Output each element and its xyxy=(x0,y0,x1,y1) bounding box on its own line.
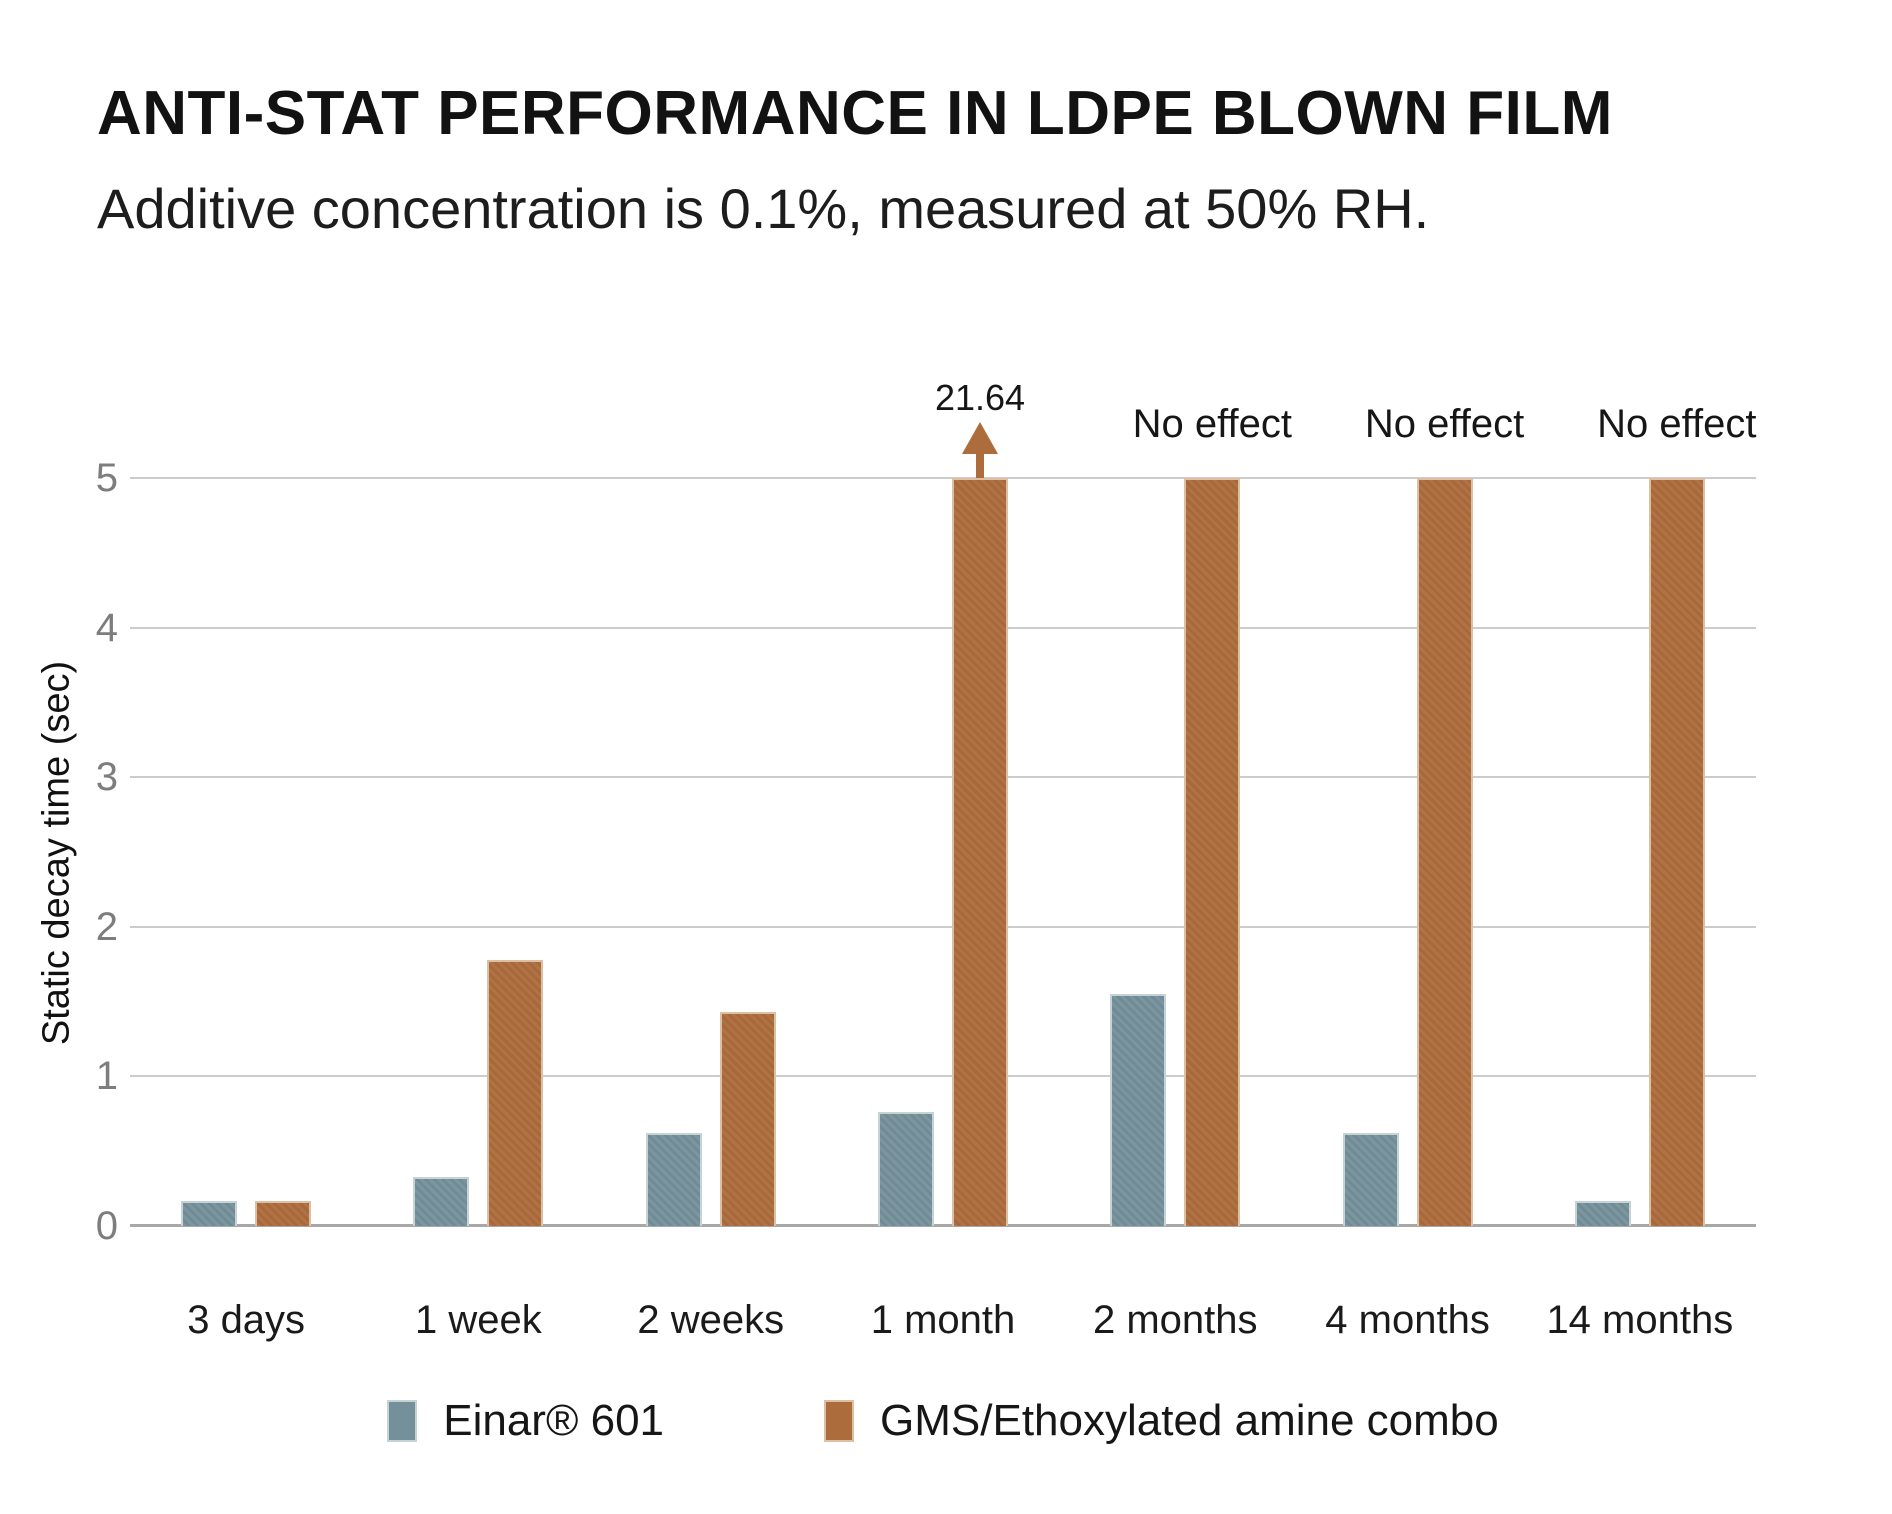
bar-einar-601 xyxy=(181,1200,238,1226)
y-tick-label: 4 xyxy=(95,605,118,650)
x-category-label: 2 weeks xyxy=(637,1298,785,1342)
bar-einar-601 xyxy=(1574,1200,1631,1226)
bar-groups: 21.64 No effect No effect No effect xyxy=(130,380,1757,1226)
bar-einar-601 xyxy=(1342,1133,1399,1226)
bar-einar-601 xyxy=(413,1176,470,1226)
bar-group xyxy=(595,478,827,1226)
no-effect-label: No effect xyxy=(1132,402,1292,446)
bar-group: No effect xyxy=(1291,404,1524,1226)
up-arrow-icon xyxy=(961,422,998,478)
bar-group xyxy=(130,478,362,1226)
bar-pair xyxy=(1110,478,1241,1226)
x-category-label: 4 months xyxy=(1325,1298,1490,1342)
bar-gms-ethoxylated-amine-combo xyxy=(1184,478,1241,1226)
legend-label: GMS/Ethoxylated amine combo xyxy=(880,1396,1499,1445)
bar-einar-601 xyxy=(1110,994,1167,1226)
gridline xyxy=(130,477,1756,479)
bar-gms-ethoxylated-amine-combo xyxy=(1416,478,1473,1226)
chart-legend: Einar® 601 GMS/Ethoxylated amine combo xyxy=(130,1396,1756,1446)
bar-group: 21.64 xyxy=(827,380,1059,1226)
gridline xyxy=(130,776,1756,779)
gridline xyxy=(130,1075,1756,1078)
gridline xyxy=(130,925,1756,928)
no-effect-label: No effect xyxy=(1364,402,1525,446)
bar-group: No effect xyxy=(1524,404,1757,1226)
y-tick-label: 2 xyxy=(95,904,118,949)
x-category-label: 1 month xyxy=(870,1298,1016,1342)
legend-item-gms-ethoxylated-amine-combo: GMS/Ethoxylated amine combo xyxy=(824,1396,1499,1446)
gridline xyxy=(130,626,1756,629)
no-effect-label: No effect xyxy=(1597,402,1757,446)
bar-gms-ethoxylated-amine-combo xyxy=(255,1200,312,1226)
bar-gms-ethoxylated-amine-combo xyxy=(951,478,1008,1226)
bar-einar-601 xyxy=(645,1133,702,1226)
bar-einar-601 xyxy=(877,1112,934,1226)
y-tick-label: 1 xyxy=(95,1054,118,1099)
arrow-stem xyxy=(975,450,984,478)
x-category-label: 2 months xyxy=(1093,1298,1258,1342)
legend-swatch-icon xyxy=(824,1400,855,1442)
bar-gms-ethoxylated-amine-combo xyxy=(1648,478,1705,1226)
bar-gms-ethoxylated-amine-combo xyxy=(487,959,544,1226)
chart-title: ANTI-STAT PERFORMANCE IN LDPE BLOWN FILM xyxy=(97,79,1613,148)
plot-area: 0 1 2 3 4 5 21.64 No effect No effect No effect xyxy=(96,380,1757,1247)
y-tick-label: 5 xyxy=(95,456,118,500)
bar-pair xyxy=(645,478,776,1226)
overflow-value-label: 21.64 xyxy=(934,377,1026,418)
legend-item-einar-601: Einar® 601 xyxy=(387,1396,664,1446)
bar-group: No effect xyxy=(1059,404,1292,1226)
chart-subtitle: Additive concentration is 0.1%, measured… xyxy=(97,177,1430,240)
x-category-label: 1 week xyxy=(415,1298,542,1342)
x-axis-line xyxy=(130,1224,1756,1227)
x-category-label: 3 days xyxy=(187,1298,306,1342)
bar-pair xyxy=(1342,478,1473,1226)
bar-pair xyxy=(877,478,1008,1226)
x-category-label: 14 months xyxy=(1546,1298,1734,1342)
bar-gms-ethoxylated-amine-combo xyxy=(719,1012,776,1226)
legend-swatch-icon xyxy=(387,1400,418,1442)
arrow-head xyxy=(961,422,998,454)
legend-label: Einar® 601 xyxy=(443,1396,665,1445)
y-tick-label: 0 xyxy=(95,1204,118,1248)
bar-group xyxy=(362,478,594,1226)
x-axis-labels: 3 days 1 week 2 weeks 1 month 2 months 4 mont… xyxy=(130,1298,1756,1343)
bar-pair xyxy=(181,478,312,1226)
bar-pair xyxy=(1574,478,1705,1226)
bar-pair xyxy=(413,478,544,1226)
y-tick-label: 3 xyxy=(95,755,118,800)
y-axis-title: Static decay time (sec) xyxy=(35,660,78,1046)
